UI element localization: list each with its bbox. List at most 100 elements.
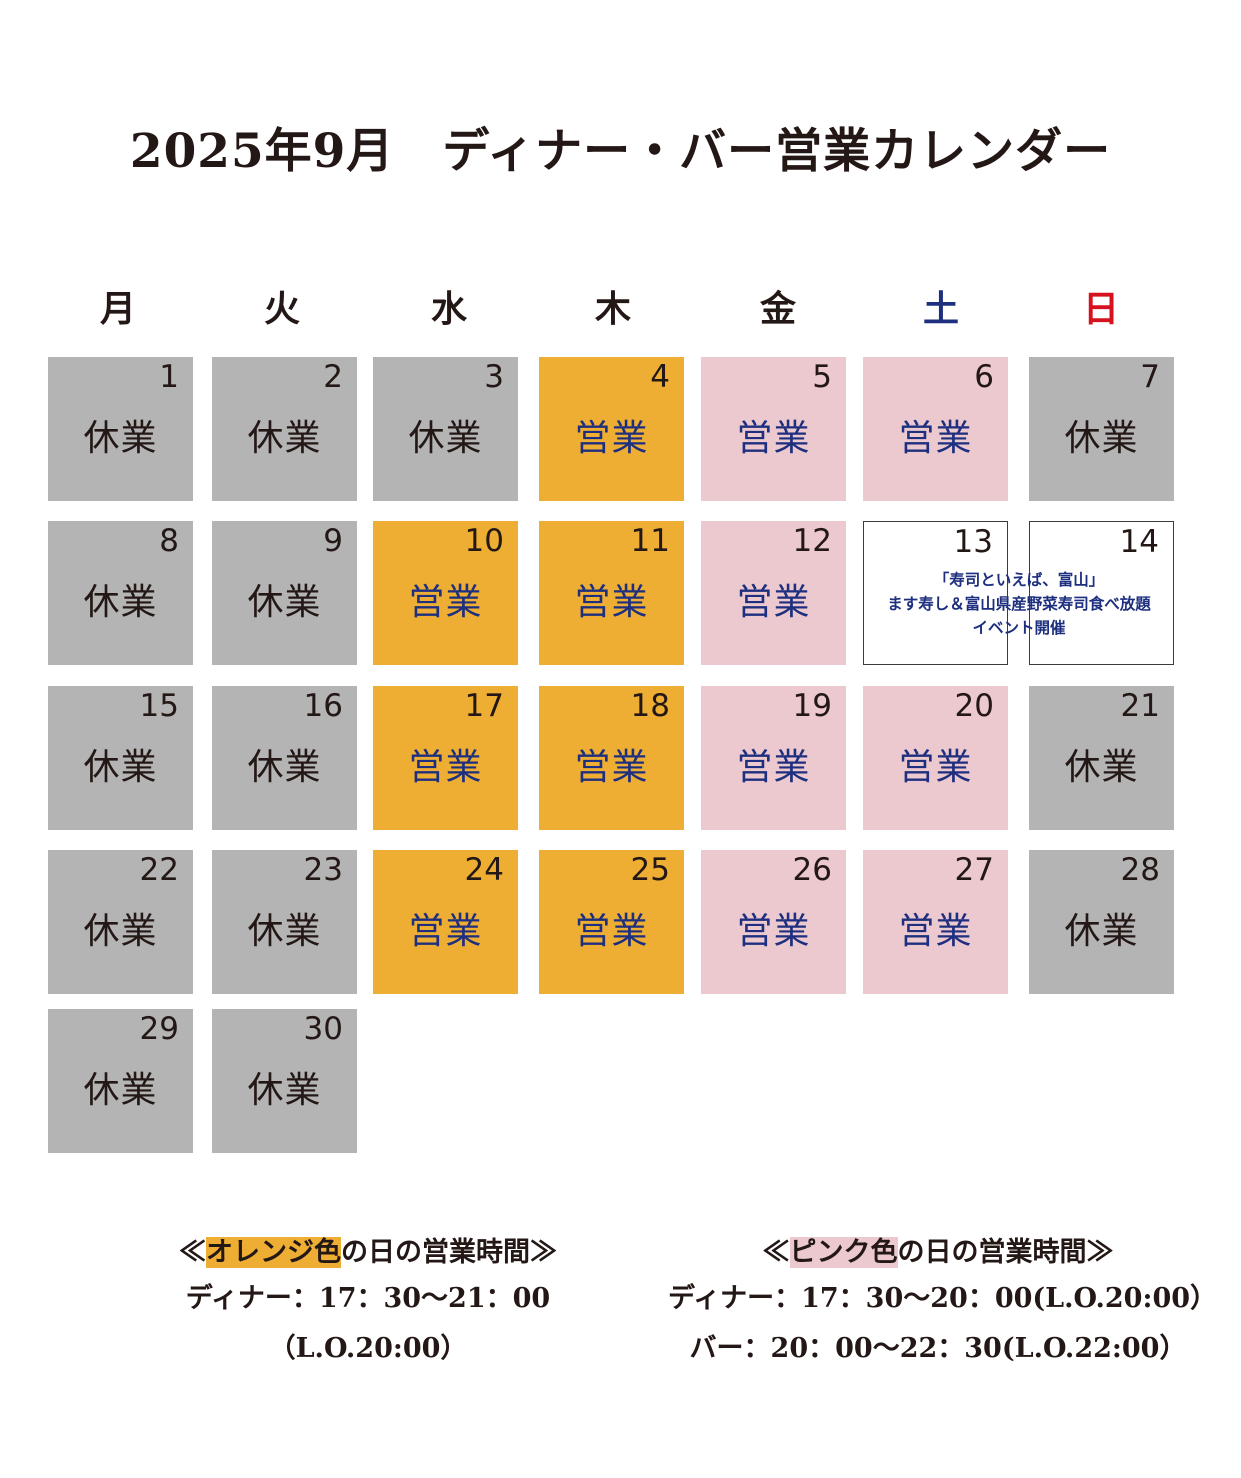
day-number: 6	[974, 359, 994, 395]
day-number: 3	[484, 359, 504, 395]
day-status: 休業	[408, 418, 483, 459]
day-status: 休業	[247, 418, 322, 459]
weekday-header: 月 火 水 木 金 土 日	[0, 280, 1241, 340]
day-status: 休業	[83, 747, 158, 788]
day-number: 13	[953, 524, 993, 560]
day-status: 営業	[408, 911, 483, 952]
day-number: 19	[792, 688, 832, 724]
day-status: 営業	[898, 911, 973, 952]
day-status: 休業	[1064, 418, 1139, 459]
day-cell-16: 16 休業	[212, 686, 357, 830]
day-cell-11: 11 営業	[539, 521, 684, 665]
legend-heading-rest: の日の営業時間≫	[341, 1237, 557, 1268]
day-number: 28	[1120, 852, 1160, 888]
day-status: 営業	[898, 418, 973, 459]
day-number: 5	[812, 359, 832, 395]
day-cell-2: 2 休業	[212, 357, 357, 501]
day-status: 休業	[1064, 747, 1139, 788]
day-cell-12: 12 営業	[701, 521, 846, 665]
day-number: 23	[303, 852, 343, 888]
day-cell-20: 20 営業	[863, 686, 1008, 830]
day-status: 営業	[736, 582, 811, 623]
day-cell-21: 21 休業	[1029, 686, 1174, 830]
day-cell-8: 8 休業	[48, 521, 193, 665]
day-number: 12	[792, 523, 832, 559]
day-number: 27	[954, 852, 994, 888]
day-cell-28: 28 休業	[1029, 850, 1174, 994]
event-note: 「寿司といえば、富山」 ます寿し＆富山県産野菜寿司食べ放題 イベント開催	[862, 568, 1176, 640]
day-cell-24: 24 営業	[373, 850, 518, 994]
day-number: 30	[303, 1011, 343, 1047]
day-status: 休業	[247, 1070, 322, 1111]
weekday-mon: 月	[99, 288, 136, 330]
day-cell-29: 29 休業	[48, 1009, 193, 1153]
day-cell-13: 13	[863, 521, 1008, 665]
day-status: 営業	[574, 747, 649, 788]
legend-pink-heading: ≪ピンク色の日の営業時間≫	[668, 1232, 1208, 1274]
day-cell-9: 9 休業	[212, 521, 357, 665]
day-status: 営業	[898, 747, 973, 788]
day-status: 営業	[736, 418, 811, 459]
day-status: 休業	[83, 418, 158, 459]
day-status: 営業	[408, 582, 483, 623]
day-number: 17	[464, 688, 504, 724]
day-cell-5: 5 営業	[701, 357, 846, 501]
day-cell-30: 30 休業	[212, 1009, 357, 1153]
day-cell-25: 25 営業	[539, 850, 684, 994]
weekday-thu: 木	[594, 288, 631, 330]
day-status: 営業	[574, 418, 649, 459]
day-number: 25	[630, 852, 670, 888]
day-number: 10	[464, 523, 504, 559]
day-status: 営業	[736, 911, 811, 952]
day-number: 29	[139, 1011, 179, 1047]
day-number: 20	[954, 688, 994, 724]
day-status: 休業	[247, 747, 322, 788]
day-status: 営業	[736, 747, 811, 788]
day-number: 24	[464, 852, 504, 888]
day-cell-26: 26 営業	[701, 850, 846, 994]
pink-highlight: ピンク色	[789, 1237, 898, 1268]
day-number: 22	[139, 852, 179, 888]
day-number: 9	[323, 523, 343, 559]
day-cell-23: 23 休業	[212, 850, 357, 994]
day-status: 営業	[574, 911, 649, 952]
orange-highlight: オレンジ色	[206, 1237, 341, 1268]
day-cell-17: 17 営業	[373, 686, 518, 830]
day-cell-27: 27 営業	[863, 850, 1008, 994]
day-number: 8	[159, 523, 179, 559]
day-number: 2	[323, 359, 343, 395]
day-cell-22: 22 休業	[48, 850, 193, 994]
bracket: ≪	[762, 1237, 790, 1268]
day-cell-4: 4 営業	[539, 357, 684, 501]
day-status: 休業	[247, 582, 322, 623]
legend-orange-dinner-hours: ディナー：17：30～21：00（L.O.20:00）	[185, 1283, 551, 1364]
day-cell-19: 19 営業	[701, 686, 846, 830]
day-cell-14: 14	[1029, 521, 1174, 665]
day-status: 営業	[574, 582, 649, 623]
day-cell-7: 7 休業	[1029, 357, 1174, 501]
weekday-sun: 日	[1082, 288, 1119, 330]
page-title: 2025年9月 ディナー・バー営業カレンダー	[129, 124, 1112, 179]
day-number: 11	[630, 523, 670, 559]
day-cell-3: 3 休業	[373, 357, 518, 501]
legend-pink: ≪ピンク色の日の営業時間≫ ディナー：17：30～20：00(L.O.20:00…	[668, 1232, 1218, 1374]
legend-orange: ≪オレンジ色の日の営業時間≫ ディナー：17：30～21：00（L.O.20:0…	[98, 1232, 638, 1374]
legend-heading-rest: の日の営業時間≫	[897, 1237, 1114, 1268]
weekday-sat: 土	[922, 288, 959, 330]
day-cell-15: 15 休業	[48, 686, 193, 830]
bracket: ≪	[179, 1237, 206, 1268]
day-status: 休業	[83, 582, 158, 623]
legend-pink-bar-hours: バー：20：00～22：30(L.O.22:00）	[689, 1333, 1187, 1364]
event-line: 「寿司といえば、富山」	[933, 570, 1105, 589]
day-status: 休業	[83, 1070, 158, 1111]
day-number: 1	[159, 359, 179, 395]
day-number: 26	[792, 852, 832, 888]
day-number: 21	[1120, 688, 1160, 724]
legend-pink-dinner-hours: ディナー：17：30～20：00(L.O.20:00）	[668, 1283, 1218, 1314]
legend-orange-heading: ≪オレンジ色の日の営業時間≫	[98, 1232, 638, 1274]
weekday-tue: 火	[263, 288, 300, 330]
day-number: 7	[1140, 359, 1160, 395]
day-status: 休業	[1064, 911, 1139, 952]
day-cell-6: 6 営業	[863, 357, 1008, 501]
day-cell-10: 10 営業	[373, 521, 518, 665]
